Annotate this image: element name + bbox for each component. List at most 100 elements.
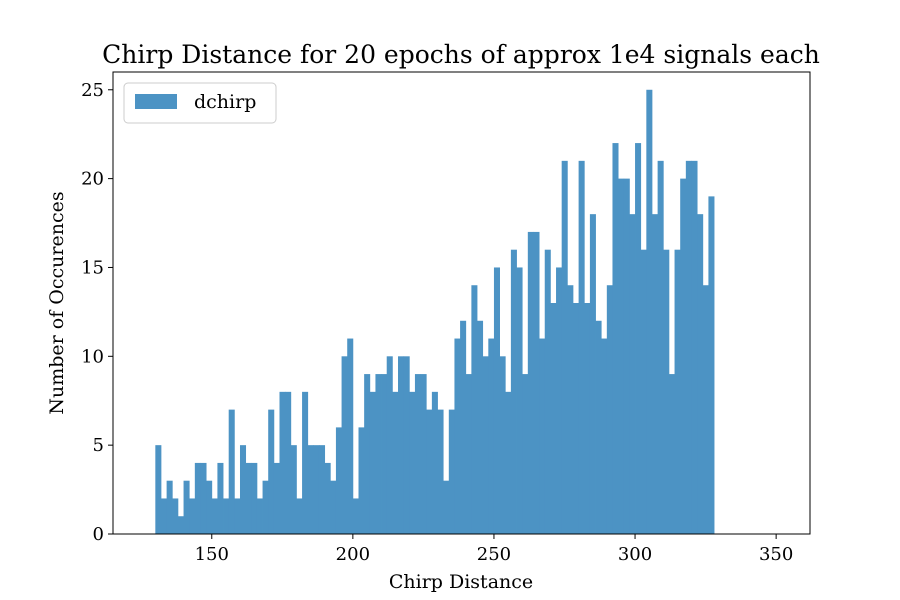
y-axis: 0 5 10 15 20 25 xyxy=(81,80,113,545)
x-tick-label: 350 xyxy=(759,544,793,565)
histogram-bar xyxy=(403,356,410,534)
histogram-bar xyxy=(206,480,213,534)
histogram-bar xyxy=(386,356,393,534)
x-tick-label: 150 xyxy=(195,544,229,565)
histogram-bar xyxy=(245,462,252,534)
histogram-bar xyxy=(668,374,675,534)
bars-group xyxy=(155,89,715,535)
histogram-bar xyxy=(443,480,450,534)
histogram-bar xyxy=(414,374,421,534)
histogram-bar xyxy=(527,231,534,534)
histogram-bar xyxy=(606,285,613,534)
histogram-bar xyxy=(499,356,506,534)
histogram-bar xyxy=(465,374,472,534)
histogram-bar xyxy=(375,374,382,534)
histogram-bar xyxy=(685,160,692,534)
histogram-bar xyxy=(211,498,218,534)
histogram-bar xyxy=(177,516,184,534)
histogram-bar xyxy=(584,303,591,534)
histogram-bar xyxy=(674,249,681,534)
y-tick-label: 10 xyxy=(81,346,104,367)
histogram-bar xyxy=(398,356,405,534)
histogram-bar xyxy=(352,498,359,534)
y-tick-label: 20 xyxy=(81,169,104,190)
histogram-bar xyxy=(618,178,625,534)
histogram-bar xyxy=(601,338,608,534)
histogram-bar xyxy=(290,445,297,534)
histogram-bar xyxy=(663,249,670,534)
histogram-bar xyxy=(358,427,365,534)
histogram-bar xyxy=(510,249,517,534)
histogram-bar xyxy=(460,320,467,534)
histogram-bar xyxy=(589,214,596,534)
x-tick-label: 250 xyxy=(477,544,511,565)
histogram-bar xyxy=(595,320,602,534)
histogram-bar xyxy=(307,445,314,534)
histogram-bar xyxy=(189,498,196,534)
histogram-bar xyxy=(200,462,207,534)
histogram-bar xyxy=(335,427,342,534)
x-axis-label: Chirp Distance xyxy=(389,571,533,593)
histogram-bar xyxy=(646,89,653,535)
histogram-bar xyxy=(482,356,489,534)
histogram-bar xyxy=(657,160,664,534)
histogram-bar xyxy=(160,498,168,534)
histogram-bar xyxy=(268,409,275,534)
histogram-bar xyxy=(330,480,337,534)
histogram-bar xyxy=(635,143,642,535)
histogram-bar xyxy=(623,178,630,534)
histogram-bar xyxy=(612,143,619,535)
histogram-bar xyxy=(578,160,585,534)
histogram-bar xyxy=(629,214,636,534)
y-tick-label: 15 xyxy=(81,257,104,278)
histogram-bar xyxy=(392,391,399,534)
histogram-bar xyxy=(640,249,647,534)
y-tick-label: 25 xyxy=(81,80,104,101)
legend: dchirp xyxy=(123,82,277,124)
histogram-bar xyxy=(313,445,320,534)
histogram-bar xyxy=(228,409,235,534)
histogram-bar xyxy=(550,303,557,534)
histogram-bar xyxy=(324,462,331,534)
histogram-bar xyxy=(567,285,574,534)
chart-title: Chirp Distance for 20 epochs of approx 1… xyxy=(102,40,820,69)
histogram-bar xyxy=(516,267,523,534)
histogram-bar xyxy=(217,462,224,534)
x-tick-label: 200 xyxy=(336,544,370,565)
y-tick-label: 0 xyxy=(93,524,104,545)
histogram-bar xyxy=(381,374,388,534)
plot-frame xyxy=(112,71,811,535)
histogram-bar xyxy=(533,231,540,534)
histogram-bar xyxy=(539,338,546,534)
histogram-bar xyxy=(493,267,500,534)
histogram-bar xyxy=(708,196,715,534)
histogram-bar xyxy=(471,285,478,534)
y-axis-label: Number of Occurences xyxy=(46,191,68,414)
histogram-bar xyxy=(556,267,563,534)
histogram-bar xyxy=(680,178,687,534)
histogram-bar xyxy=(256,498,263,534)
legend-box xyxy=(123,82,277,124)
histogram-bar xyxy=(155,445,162,534)
histogram-bar xyxy=(572,303,580,534)
y-tick-label: 5 xyxy=(93,435,104,456)
histogram-bar xyxy=(279,391,286,534)
legend-label: dchirp xyxy=(194,91,256,113)
histogram-bar xyxy=(488,338,495,534)
legend-swatch xyxy=(135,94,177,109)
histogram-bar xyxy=(364,374,371,534)
histogram-bar xyxy=(251,462,258,534)
x-tick-label: 300 xyxy=(618,544,652,565)
histogram-bar xyxy=(505,391,512,534)
histogram-bar xyxy=(702,285,709,534)
histogram-bar xyxy=(409,391,416,534)
histogram-bar xyxy=(522,374,529,534)
histogram-bar xyxy=(477,320,484,534)
histogram-bar xyxy=(302,391,309,534)
histogram-bar xyxy=(697,214,704,534)
histogram-bar xyxy=(223,498,230,534)
histogram-bar xyxy=(341,356,348,534)
histogram-bar xyxy=(296,498,303,534)
histogram-bar xyxy=(347,338,354,534)
histogram-bar xyxy=(544,249,551,534)
